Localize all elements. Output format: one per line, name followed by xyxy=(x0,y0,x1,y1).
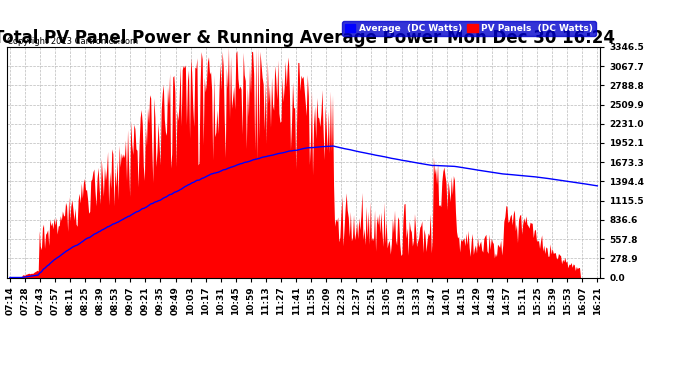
Title: Total PV Panel Power & Running Average Power Mon Dec 30 16:24: Total PV Panel Power & Running Average P… xyxy=(0,29,615,47)
Legend: Average  (DC Watts), PV Panels  (DC Watts): Average (DC Watts), PV Panels (DC Watts) xyxy=(342,21,595,36)
Text: Copyright 2013 Cartronics.com: Copyright 2013 Cartronics.com xyxy=(8,37,139,46)
